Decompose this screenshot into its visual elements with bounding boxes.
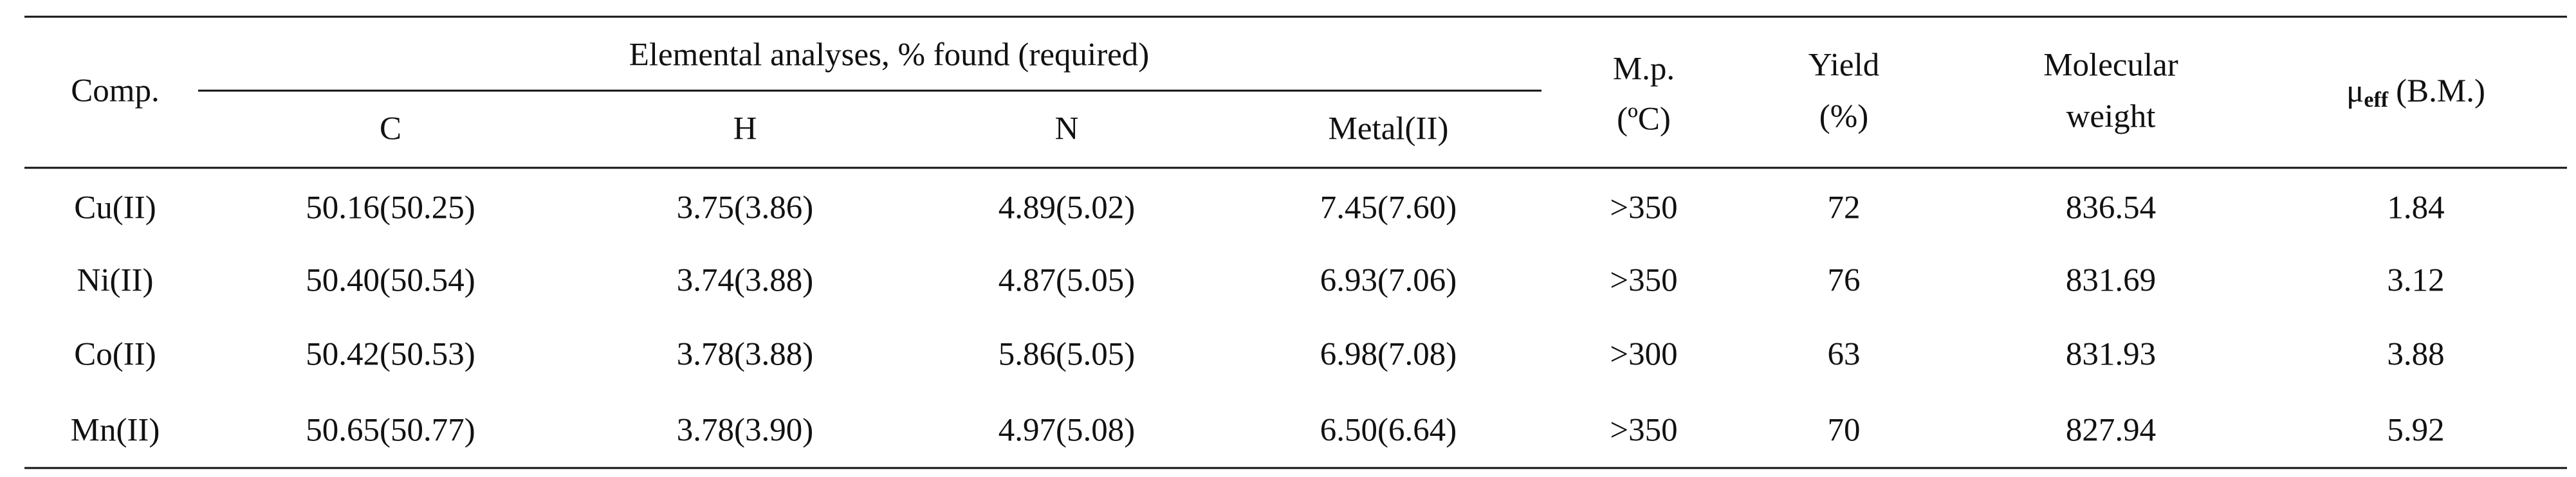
row-label: Co(II) (74, 337, 156, 373)
cell: 6.98(7.08) (1320, 337, 1457, 373)
mu-symbol: μ (2346, 73, 2364, 109)
cell: 63 (1828, 337, 1861, 373)
header-mp: M.p. (1613, 51, 1675, 87)
cell: >350 (1610, 263, 1677, 299)
cell: 3.88 (2387, 337, 2444, 373)
cell: 50.16(50.25) (306, 190, 475, 226)
header-group: Elemental analyses, % found (required) (629, 37, 1150, 73)
row-label: Ni(II) (77, 263, 154, 299)
cell: 4.89(5.02) (998, 190, 1135, 226)
cell: >350 (1610, 190, 1677, 226)
header-sub: Metal(II) (1329, 111, 1449, 147)
header-yield: Yield (1808, 48, 1880, 84)
header-yield: (%) (1819, 99, 1868, 135)
header-mw: weight (2066, 99, 2156, 135)
cell: 3.74(3.88) (677, 263, 813, 299)
cell: 50.42(50.53) (306, 337, 475, 373)
cell: 1.84 (2387, 190, 2444, 226)
cell: 7.45(7.60) (1320, 190, 1457, 226)
cell: >300 (1610, 337, 1677, 373)
header-sub: C (380, 111, 401, 147)
row-label: Cu(II) (74, 190, 156, 226)
cell: 5.86(5.05) (998, 337, 1135, 373)
cell: 6.93(7.06) (1320, 263, 1457, 299)
cell: 76 (1828, 263, 1861, 299)
cell: 827.94 (2066, 413, 2156, 449)
header-mp: (ºC) (1617, 102, 1671, 138)
header-sub: N (1055, 111, 1079, 147)
header-mw: Molecular (2043, 48, 2178, 84)
cell: 3.75(3.86) (677, 190, 813, 226)
header-comp: Comp. (71, 73, 159, 109)
cell: 72 (1828, 190, 1861, 226)
cell: 4.87(5.05) (998, 263, 1135, 299)
cell: 3.12 (2387, 263, 2444, 299)
cell: 50.65(50.77) (306, 413, 475, 449)
cell: 3.78(3.88) (677, 337, 813, 373)
cell: 831.69 (2066, 263, 2156, 299)
mu-unit: (B.M.) (2396, 73, 2485, 109)
header-sub: H (733, 111, 757, 147)
cell: 50.40(50.54) (306, 263, 475, 299)
cell: >350 (1610, 413, 1677, 449)
cell: 836.54 (2066, 190, 2156, 226)
cell: 831.93 (2066, 337, 2156, 373)
cell: 3.78(3.90) (677, 413, 813, 449)
row-label: Mn(II) (71, 413, 160, 449)
cell: 4.97(5.08) (998, 413, 1135, 449)
cell: 6.50(6.64) (1320, 413, 1457, 449)
mu-subscript: eff (2364, 88, 2388, 112)
header-mu: μeff (B.M.) (2346, 73, 2485, 112)
cell: 70 (1828, 413, 1861, 449)
cell: 5.92 (2387, 413, 2444, 449)
